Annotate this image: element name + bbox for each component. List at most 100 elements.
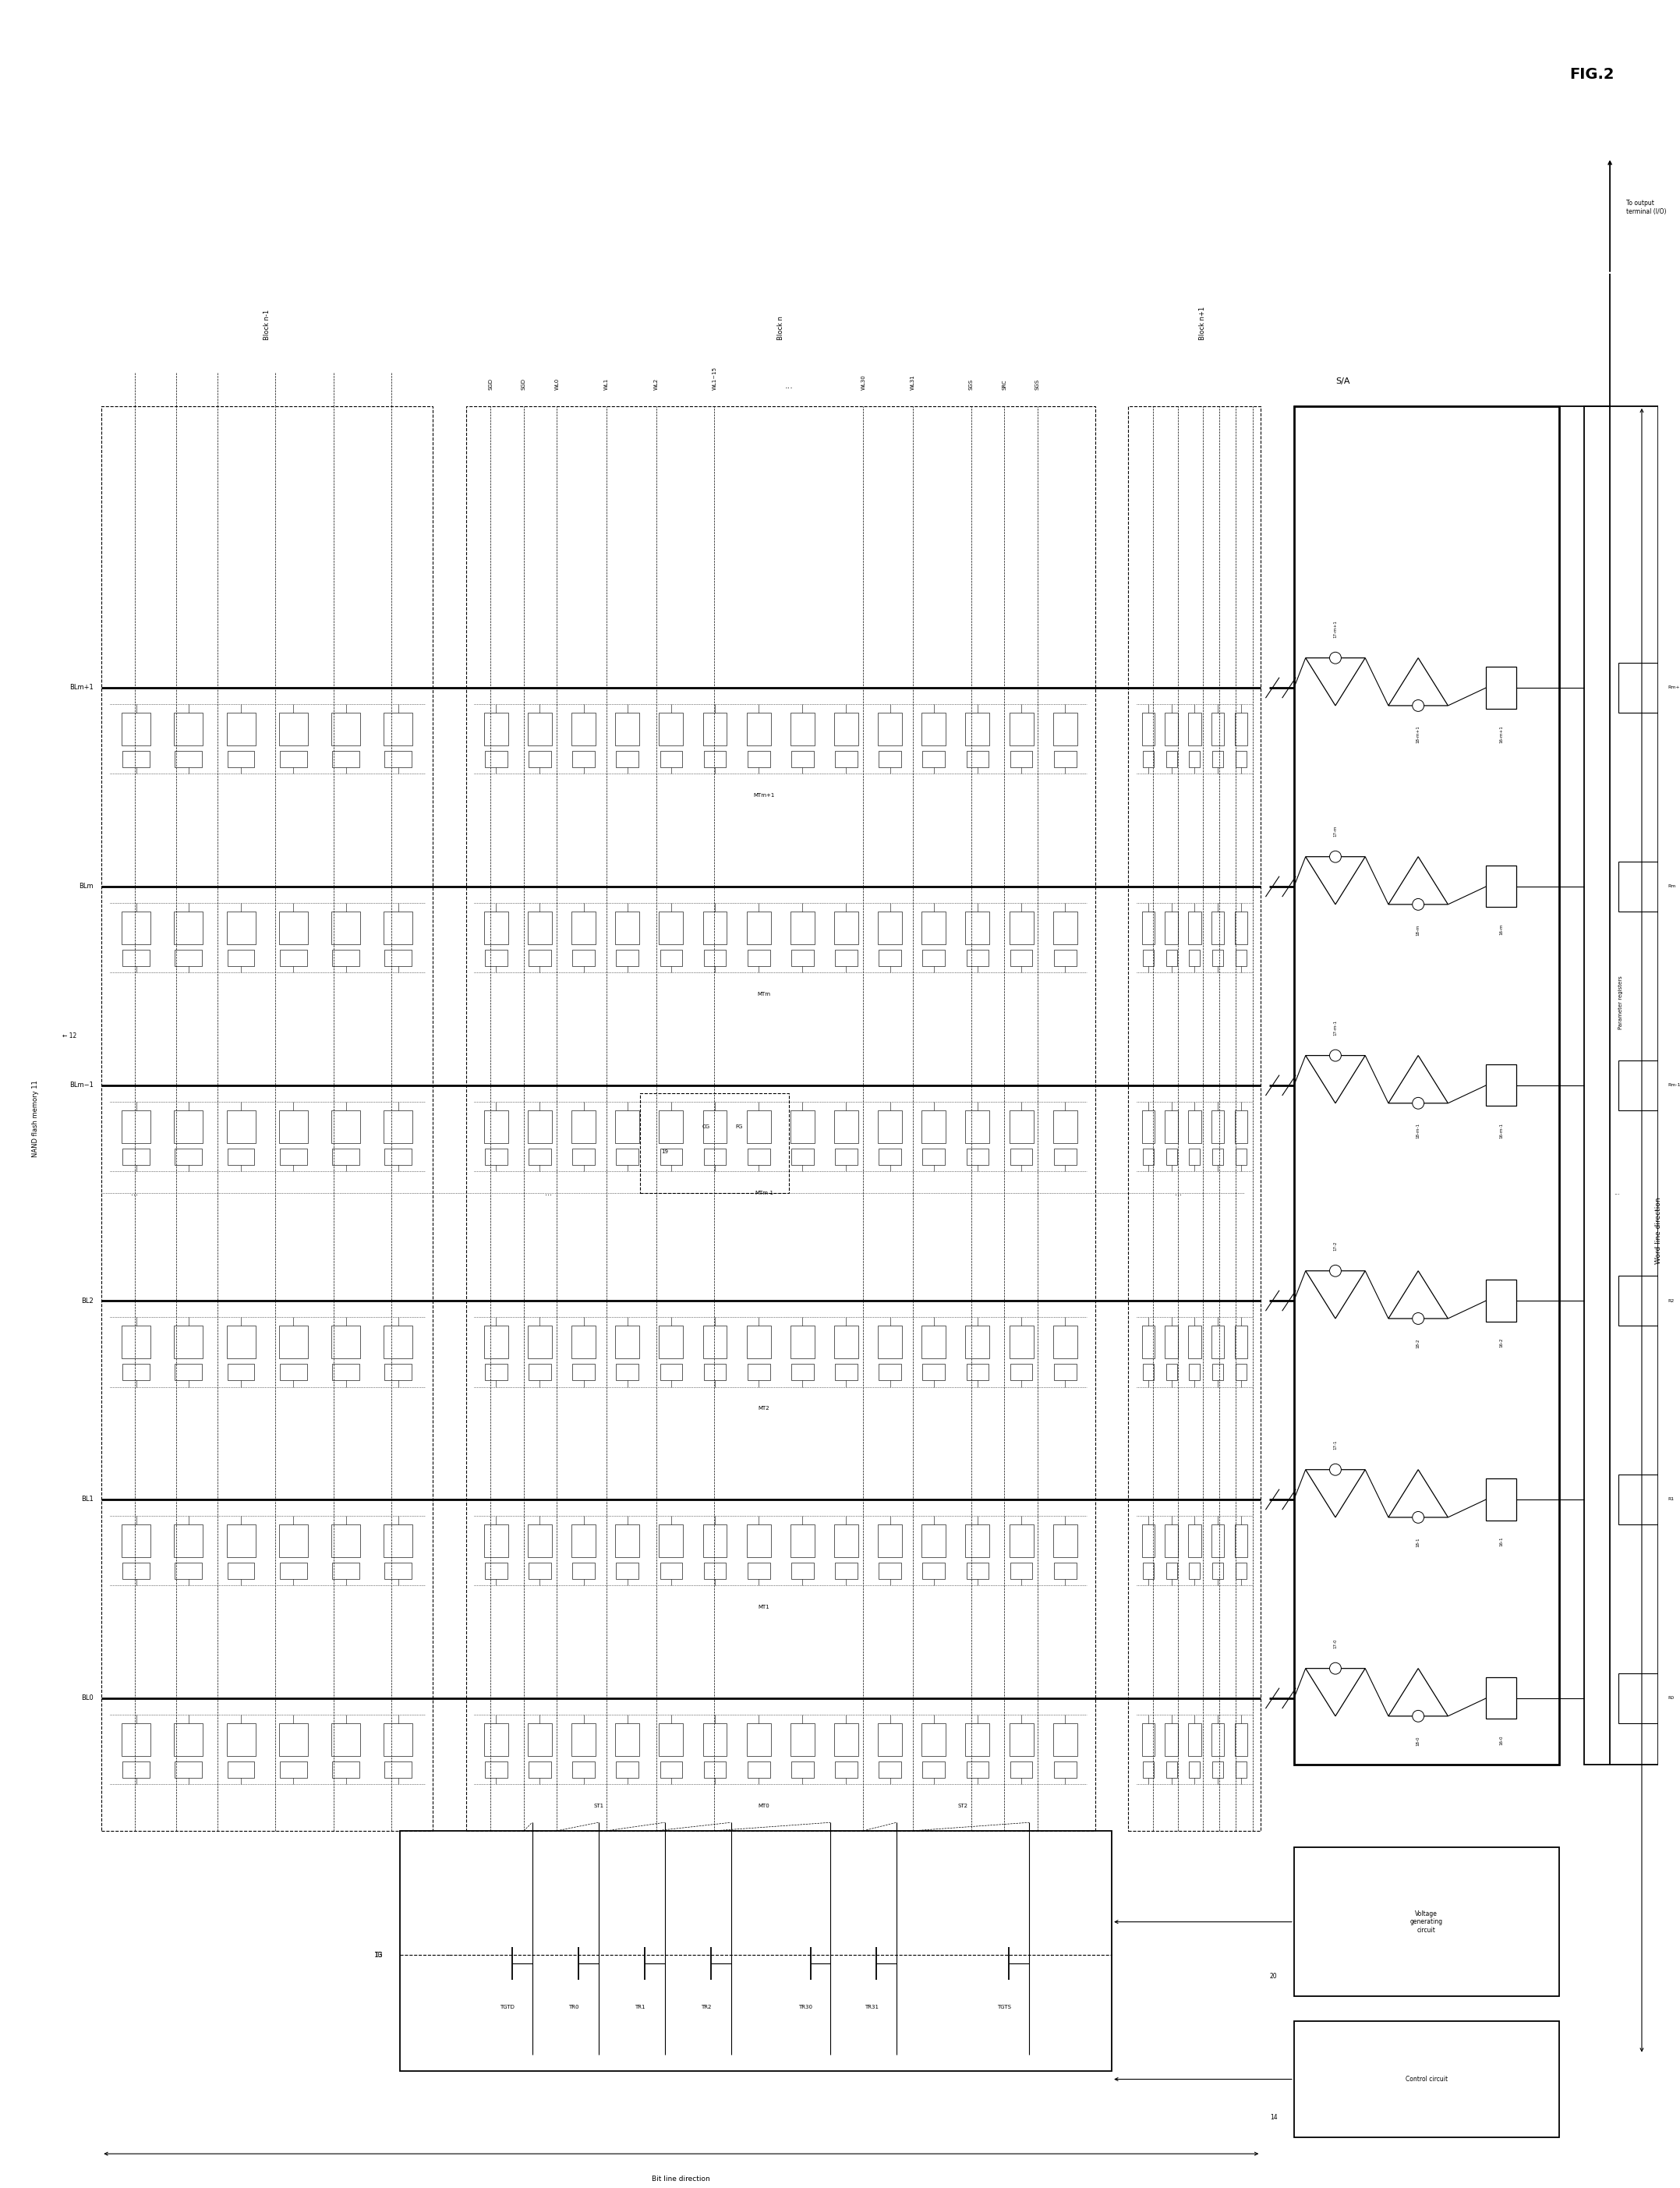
Bar (1010, 950, 1033, 967)
Bar (1294, 1847, 1559, 1995)
Bar (383, 713, 413, 746)
Bar (385, 1363, 412, 1381)
Bar (1053, 1109, 1077, 1144)
Bar (175, 1109, 203, 1144)
Text: TR0: TR0 (568, 2004, 580, 2009)
Text: 19: 19 (662, 1149, 669, 1153)
Text: 16-0: 16-0 (1499, 1735, 1504, 1746)
Bar (966, 1724, 990, 1757)
Bar (1189, 1562, 1200, 1580)
Bar (573, 1562, 595, 1580)
Bar (1053, 912, 1077, 945)
Text: R2: R2 (1668, 1300, 1675, 1302)
Bar (791, 950, 813, 967)
Bar (746, 1525, 771, 1558)
Text: NAND flash memory 11: NAND flash memory 11 (32, 1081, 39, 1157)
Bar (121, 912, 151, 945)
Bar (1584, 407, 1658, 1764)
Bar (573, 1363, 595, 1381)
Bar (1166, 1363, 1178, 1381)
Bar (1142, 1761, 1154, 1777)
Bar (748, 1149, 769, 1164)
Bar (1294, 407, 1559, 1764)
Bar (748, 950, 769, 967)
Bar (1166, 950, 1178, 967)
Bar (1618, 1475, 1660, 1525)
Bar (640, 1094, 790, 1192)
Bar (617, 1149, 638, 1164)
Text: BL2: BL2 (81, 1297, 94, 1304)
Bar (1010, 1761, 1033, 1777)
Bar (1487, 667, 1515, 709)
Bar (385, 1761, 412, 1777)
Text: WL2: WL2 (654, 379, 659, 389)
Bar (922, 1525, 946, 1558)
Bar (835, 1363, 857, 1381)
Bar (835, 950, 857, 967)
Bar (383, 1109, 413, 1144)
Bar (486, 950, 507, 967)
Bar (331, 1724, 360, 1757)
Bar (659, 912, 684, 945)
Text: R0: R0 (1668, 1696, 1675, 1700)
Bar (1010, 1149, 1033, 1164)
Text: Rm+1: Rm+1 (1668, 685, 1680, 689)
Bar (1211, 713, 1225, 746)
Bar (175, 750, 202, 768)
Bar (486, 1562, 507, 1580)
Bar (922, 950, 944, 967)
Bar (1235, 950, 1247, 967)
Text: SGD: SGD (521, 379, 526, 389)
Bar (227, 1724, 255, 1757)
Bar (1211, 1109, 1225, 1144)
Bar (1164, 912, 1178, 945)
Bar (227, 950, 255, 967)
Bar (702, 912, 727, 945)
Circle shape (1413, 1313, 1425, 1324)
Bar (659, 1326, 684, 1359)
Bar (1010, 1724, 1033, 1757)
Text: ...: ... (131, 1188, 138, 1197)
Bar (175, 713, 203, 746)
Bar (746, 1724, 771, 1757)
Bar (227, 1326, 255, 1359)
Text: 18-m: 18-m (1416, 923, 1420, 936)
Bar (1164, 1724, 1178, 1757)
Bar (1235, 1525, 1247, 1558)
Bar (702, 1109, 727, 1144)
Bar (1142, 912, 1154, 945)
Bar (748, 1562, 769, 1580)
Bar (1142, 1149, 1154, 1164)
Text: 18-2: 18-2 (1416, 1339, 1420, 1348)
Bar (704, 1562, 726, 1580)
Text: MTm: MTm (758, 991, 771, 996)
Bar (659, 1525, 684, 1558)
Text: Bit line direction: Bit line direction (652, 2175, 711, 2181)
Bar (966, 1109, 990, 1144)
Text: TR31: TR31 (865, 2004, 879, 2009)
Bar (123, 1363, 150, 1381)
Bar (790, 1109, 815, 1144)
Bar (835, 1525, 858, 1558)
Bar (484, 912, 507, 945)
Bar (1188, 1525, 1201, 1558)
Text: BLm+1: BLm+1 (69, 685, 94, 691)
Bar (121, 1724, 151, 1757)
Text: 17-m-1: 17-m-1 (1334, 1020, 1337, 1035)
Bar (279, 1525, 307, 1558)
Bar (121, 1326, 151, 1359)
Bar (528, 1326, 551, 1359)
Bar (1053, 950, 1077, 967)
Bar (660, 1562, 682, 1580)
Bar (922, 713, 946, 746)
Bar (333, 750, 360, 768)
Bar (922, 1724, 946, 1757)
Text: TR2: TR2 (701, 2004, 711, 2009)
Bar (1235, 750, 1247, 768)
Text: 16-2: 16-2 (1499, 1337, 1504, 1348)
Bar (659, 713, 684, 746)
Bar (227, 713, 255, 746)
Bar (1129, 407, 1262, 1831)
Circle shape (1329, 1663, 1341, 1674)
Bar (790, 1724, 815, 1757)
